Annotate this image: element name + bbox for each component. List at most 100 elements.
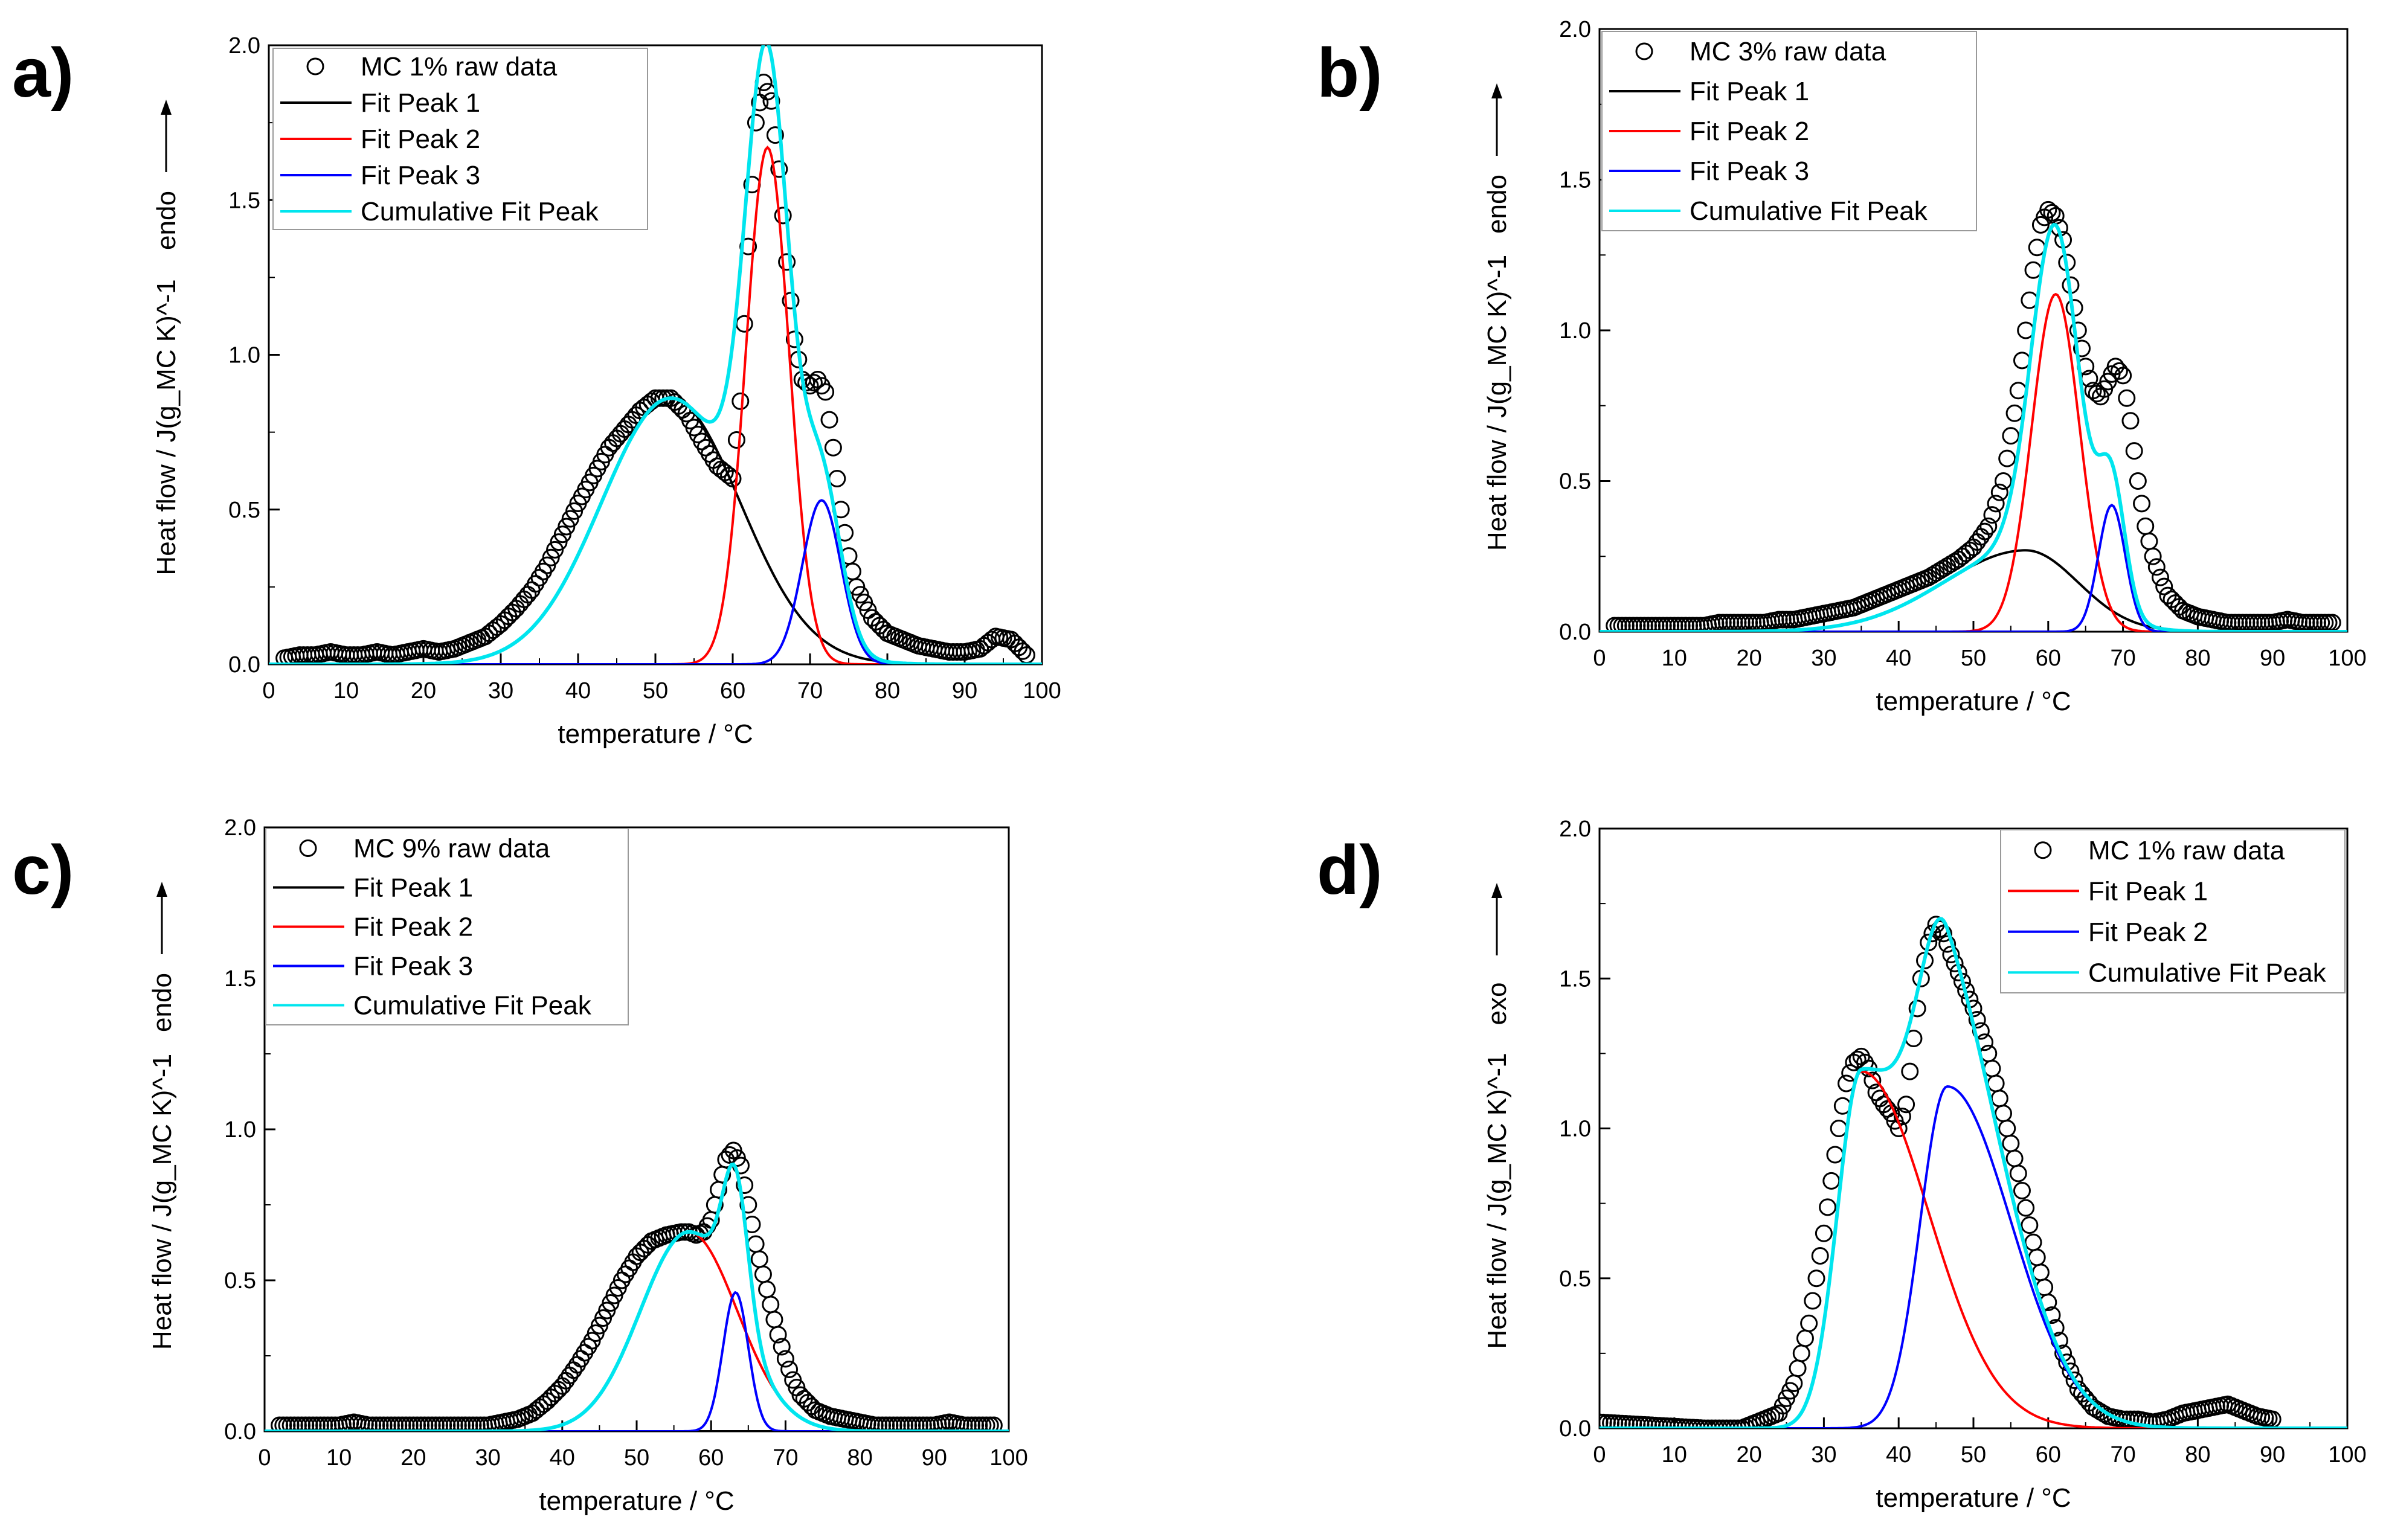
x-tick-label: 0 [258, 1445, 271, 1471]
y-axis-title: Heat flow / J(g_MC K)^-1 [147, 1054, 177, 1350]
raw-data-point [2073, 339, 2091, 358]
raw-data-point [1897, 1096, 1915, 1114]
raw-data-point [2002, 427, 2020, 445]
direction-arrowhead-icon [1491, 83, 1502, 98]
x-tick-label: 100 [2328, 646, 2366, 671]
raw-data-point [785, 330, 803, 348]
x-axis-title: temperature / °C [539, 1486, 734, 1516]
direction-arrowhead-icon [161, 100, 172, 115]
raw-data-point [2009, 1164, 2027, 1182]
y-axis-title: Heat flow / J(g_MC K)^-1 [1482, 255, 1512, 551]
raw-data-point [2114, 367, 2132, 385]
raw-data-point [1901, 1062, 1919, 1080]
panel-label: c) [12, 832, 74, 909]
plot-area [265, 1141, 1009, 1431]
legend-entry: MC 9% raw data [353, 834, 550, 864]
y-tick-label: 0.0 [1559, 620, 1591, 645]
x-axis-title: temperature / °C [558, 719, 753, 749]
raw-data-point [739, 237, 757, 255]
y-axis-title: Heat flow / J(g_MC K)^-1 [152, 279, 181, 575]
raw-data-point [2133, 495, 2151, 513]
raw-data-point [1804, 1292, 1822, 1310]
x-tick-label: 30 [488, 678, 513, 704]
x-tick-label: 10 [1662, 1442, 1687, 1468]
x-tick-label: 30 [475, 1445, 500, 1471]
legend-entry: Fit Peak 3 [353, 952, 473, 981]
legend-entry: Cumulative Fit Peak [353, 991, 592, 1021]
plot-area [269, 45, 1042, 664]
y-tick-label: 0.5 [228, 498, 260, 523]
x-axis-title: temperature / °C [1876, 1483, 2071, 1513]
x-tick-label: 70 [773, 1445, 798, 1471]
x-tick-label: 80 [847, 1445, 872, 1471]
raw-data-point [2110, 362, 2128, 380]
y-tick-label: 1.0 [1559, 1117, 1591, 1142]
raw-data-point [1938, 935, 1957, 953]
panel-label: d) [1317, 832, 1383, 909]
raw-data-point [805, 374, 823, 392]
legend-entry: Fit Peak 1 [353, 873, 473, 903]
x-tick-label: 40 [1886, 646, 1911, 671]
raw-data-point [1807, 1269, 1825, 1288]
y-tick-label: 1.5 [224, 966, 256, 992]
cumulative-fit-peak-line [1600, 917, 2347, 1428]
raw-data-point [766, 126, 784, 144]
y-tick-label: 1.0 [1559, 318, 1591, 344]
raw-data-point [2062, 1362, 2080, 1381]
x-tick-label: 10 [333, 678, 359, 704]
x-tick-label: 90 [922, 1445, 947, 1471]
y-tick-label: 1.5 [1559, 966, 1591, 992]
x-tick-label: 80 [875, 678, 900, 704]
legend-entry: Fit Peak 2 [353, 913, 473, 942]
x-tick-label: 80 [2185, 646, 2210, 671]
panel-label: b) [1317, 34, 1383, 112]
legend: MC 1% raw data Fit Peak 1 Fit Peak 2 Cumula… [2000, 829, 2346, 993]
raw-data-point [2017, 1199, 2035, 1217]
y-tick-label: 1.5 [228, 188, 260, 213]
legend-entry: Fit Peak 3 [361, 161, 480, 190]
legend-marker-icon [306, 57, 324, 75]
plot-area [1600, 916, 2347, 1428]
legend-entry: Fit Peak 1 [1690, 77, 1809, 106]
y-tick-label: 0.0 [1559, 1416, 1591, 1442]
raw-data-point [2152, 568, 2169, 586]
raw-data-point [2129, 472, 2147, 490]
raw-data-point [1979, 517, 1998, 535]
legend-entry: Fit Peak 2 [2088, 917, 2208, 947]
x-tick-label: 10 [1662, 646, 1687, 671]
raw-data-point [774, 207, 792, 225]
raw-data-point [1908, 999, 1926, 1018]
raw-data-point [773, 1338, 791, 1356]
y-tick-label: 0.5 [224, 1268, 256, 1294]
legend-entry: Cumulative Fit Peak [1690, 196, 1928, 226]
raw-data-point [780, 1361, 799, 1378]
chart-panel-a: a) 0 10 20 30 40 50 60 70 80 90 100 0.0 0.5 1.0 1.5 2.0 t… [12, 33, 1061, 749]
raw-data-point [1998, 449, 2016, 467]
raw-data-point [782, 292, 800, 310]
chart-panel-c: c) 0 10 20 30 40 50 60 70 80 90 100 0.0 0.5 1.0 1.5 2.0 t… [12, 815, 1028, 1516]
x-tick-label: 90 [2260, 646, 2285, 671]
panel-label: a) [12, 34, 74, 112]
raw-data-point [1848, 1050, 1867, 1068]
x-tick-label: 20 [1736, 646, 1761, 671]
raw-data-point [2144, 547, 2162, 565]
raw-data-point [817, 383, 835, 401]
raw-data-point [985, 1416, 1003, 1431]
legend-entry: MC 3% raw data [1690, 37, 1886, 66]
direction-label: exo [1482, 983, 1512, 1025]
legend-entry: Fit Peak 1 [361, 88, 480, 118]
raw-data-point [2069, 321, 2087, 339]
y-tick-label: 1.0 [224, 1117, 256, 1143]
raw-data-point [2125, 442, 2143, 460]
raw-data-point [1800, 1314, 1818, 1332]
x-tick-label: 20 [400, 1445, 426, 1471]
raw-data-point [747, 114, 765, 132]
legend: MC 3% raw data Fit Peak 1 Fit Peak 2 Fit Pe… [1601, 31, 1977, 231]
y-axis-title: Heat flow / J(g_MC K)^-1 [1482, 1053, 1512, 1349]
raw-data-point [2121, 412, 2140, 430]
x-tick-label: 70 [2110, 646, 2135, 671]
raw-data-point [769, 1326, 787, 1344]
raw-data-point [1815, 1224, 1833, 1242]
direction-label: endo [1482, 175, 1512, 234]
